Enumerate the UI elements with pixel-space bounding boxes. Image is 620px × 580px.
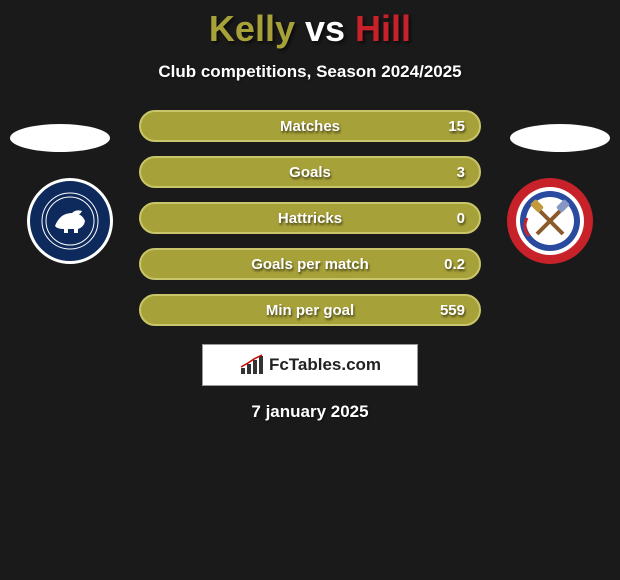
stat-bar: Goals 3: [139, 156, 481, 188]
stat-row: Matches 15: [0, 110, 620, 142]
stat-label: Matches: [280, 118, 340, 135]
bar-chart-icon: [239, 354, 265, 376]
stat-value: 559: [440, 302, 465, 319]
stat-bar: Hattricks 0: [139, 202, 481, 234]
subtitle-text: Club competitions, Season 2024/2025: [0, 62, 620, 82]
player1-name: Kelly: [209, 8, 295, 49]
stat-value: 15: [448, 118, 465, 135]
vs-text: vs: [305, 8, 345, 49]
stat-row: Goals per match 0.2: [0, 248, 620, 280]
stat-row: Hattricks 0: [0, 202, 620, 234]
date-text: 7 january 2025: [0, 402, 620, 422]
stat-row: Goals 3: [0, 156, 620, 188]
stats-area: Matches 15 Goals 3 Hattricks 0 Goals per…: [0, 110, 620, 326]
stat-bar: Min per goal 559: [139, 294, 481, 326]
stat-bar: Matches 15: [139, 110, 481, 142]
fctables-logo[interactable]: FcTables.com: [202, 344, 418, 386]
stat-value: 0: [457, 210, 465, 227]
stat-value: 3: [457, 164, 465, 181]
comparison-title: Kelly vs Hill: [0, 0, 620, 50]
stat-value: 0.2: [444, 256, 465, 273]
stat-label: Goals per match: [251, 256, 369, 273]
stat-row: Min per goal 559: [0, 294, 620, 326]
stat-label: Goals: [289, 164, 331, 181]
stat-label: Min per goal: [266, 302, 354, 319]
stat-label: Hattricks: [278, 210, 342, 227]
player2-name: Hill: [355, 8, 411, 49]
stat-bar: Goals per match 0.2: [139, 248, 481, 280]
logo-text: FcTables.com: [269, 355, 381, 375]
